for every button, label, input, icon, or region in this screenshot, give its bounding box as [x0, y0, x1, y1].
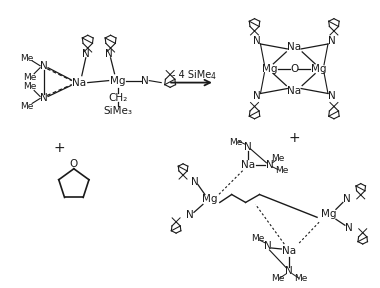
Text: Me: Me	[275, 166, 288, 175]
Text: N: N	[328, 92, 336, 101]
Text: SiMe₃: SiMe₃	[103, 106, 132, 116]
Text: N: N	[244, 142, 252, 152]
Text: N: N	[186, 210, 194, 220]
Text: N: N	[253, 36, 260, 46]
Text: - 4 SiMe: - 4 SiMe	[172, 70, 211, 80]
Text: Me: Me	[271, 274, 284, 283]
Text: CH₂: CH₂	[108, 93, 127, 103]
Text: N: N	[285, 266, 293, 276]
Text: N: N	[191, 177, 199, 187]
Text: Me: Me	[24, 73, 37, 82]
Text: Me: Me	[271, 154, 284, 163]
Text: +: +	[53, 141, 65, 155]
Text: Mg: Mg	[202, 194, 218, 204]
Text: N: N	[141, 76, 149, 86]
Text: O: O	[290, 64, 298, 74]
Text: N: N	[328, 36, 336, 46]
Text: Mg: Mg	[311, 64, 327, 74]
Text: 4: 4	[211, 72, 216, 81]
Text: Me: Me	[21, 54, 34, 63]
Text: Mg: Mg	[110, 76, 125, 86]
Text: +: +	[288, 131, 300, 145]
Text: Na: Na	[287, 42, 301, 52]
Text: Me: Me	[294, 274, 308, 283]
Text: Mg: Mg	[262, 64, 277, 74]
Text: N: N	[343, 194, 351, 204]
Text: N: N	[40, 93, 48, 103]
Text: Na: Na	[282, 246, 296, 256]
Text: N: N	[82, 49, 90, 59]
Text: Me: Me	[21, 102, 34, 111]
Text: O: O	[70, 159, 78, 169]
Text: Me: Me	[24, 82, 37, 91]
Text: N: N	[266, 160, 273, 170]
Text: Mg: Mg	[321, 209, 337, 219]
Text: N: N	[264, 241, 271, 251]
Text: N: N	[345, 223, 353, 233]
Text: Me: Me	[251, 234, 264, 242]
Text: Me: Me	[229, 137, 242, 147]
Text: N: N	[105, 49, 112, 59]
Text: N: N	[40, 61, 48, 71]
Text: Na: Na	[241, 160, 255, 170]
Text: N: N	[253, 92, 260, 101]
Text: Na: Na	[287, 86, 301, 96]
Text: Na: Na	[72, 77, 86, 88]
